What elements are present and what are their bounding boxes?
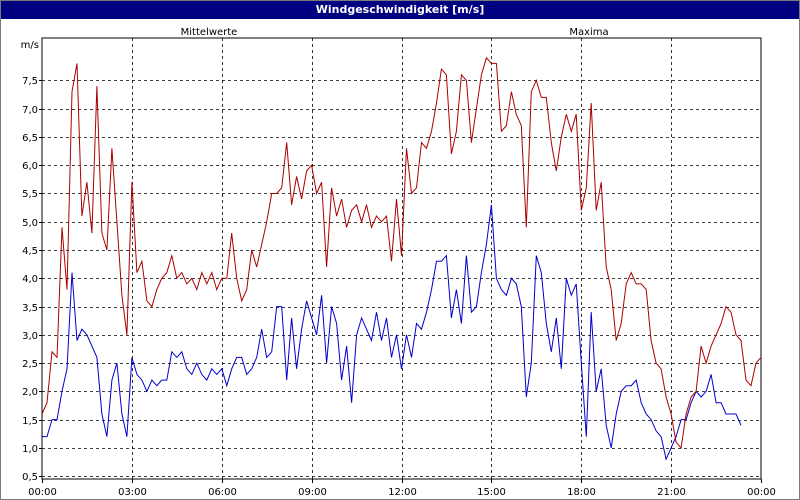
legend-maxima: Maxima	[569, 27, 608, 38]
x-tick-time-1: 03:00	[118, 487, 147, 498]
plot-area	[41, 37, 762, 480]
x-tick-time-5: 15:00	[477, 487, 506, 498]
y-tick-label-11: 6,0	[22, 161, 38, 172]
x-tick-time-7: 21:00	[657, 487, 686, 498]
grid-lines	[42, 38, 761, 479]
chart-plot: 0,5 1,0 1,5 2,0 2,5 3,0 3,5 4,0 4,5 5,0 5,5 6,0 6,5 7…	[21, 27, 776, 498]
y-tick-label-7: 4,0	[22, 274, 38, 285]
x-axis: 00:0001.07.2403:0001.07.2406:0001.07.240…	[28, 479, 776, 498]
x-tick-time-4: 12:00	[388, 487, 417, 498]
legend-mittelwerte: Mittelwerte	[181, 27, 238, 38]
y-tick-label-0: 0,5	[22, 472, 38, 483]
x-tick-time-3: 09:00	[298, 487, 327, 498]
y-tick-label-12: 6,5	[22, 133, 38, 144]
y-tick-label-3: 2,0	[22, 387, 38, 398]
y-tick-label-2: 1,5	[22, 416, 38, 427]
y-tick-label-4: 2,5	[22, 359, 38, 370]
series-line-maxima	[41, 56, 762, 450]
y-axis: 0,5 1,0 1,5 2,0 2,5 3,0 3,5 4,0 4,5 5,0 5,5 6,0 6,5 7…	[22, 76, 42, 483]
y-axis-label: m/s	[21, 40, 39, 51]
y-tick-label-5: 3,0	[22, 331, 38, 342]
y-tick-label-8: 4,5	[22, 246, 38, 257]
y-tick-label-6: 3,5	[22, 303, 38, 314]
chart-title: Windgeschwindigkeit [m/s]	[1, 1, 799, 19]
y-tick-label-9: 5,0	[22, 218, 38, 229]
series-group	[41, 56, 762, 461]
series-line-mittelwerte	[42, 204, 742, 461]
y-tick-label-1: 1,0	[22, 444, 38, 455]
x-tick-time-0: 00:00	[28, 487, 57, 498]
y-tick-label-14: 7,5	[22, 76, 38, 87]
y-tick-label-10: 5,5	[22, 189, 38, 200]
x-tick-time-6: 18:00	[567, 487, 596, 498]
x-tick-time-8: 00:00	[747, 487, 776, 498]
x-tick-time-2: 06:00	[208, 487, 237, 498]
y-tick-label-13: 7,0	[22, 105, 38, 116]
